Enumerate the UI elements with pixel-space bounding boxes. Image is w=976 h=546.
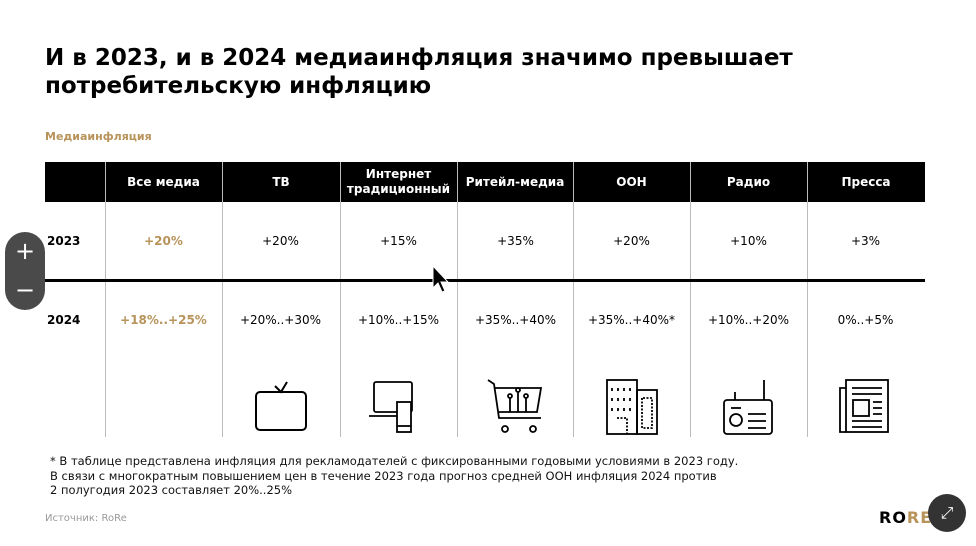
laptop-phone-icon	[340, 378, 457, 436]
table-cell: +18%..+25%	[120, 313, 207, 327]
table-cell: +35%..+40%*	[587, 313, 676, 327]
table-cell: +3%	[850, 234, 881, 248]
footnote-line: В связи с многократным повышением цен в …	[50, 468, 717, 483]
newspaper-icon	[807, 378, 924, 436]
fullscreen-button[interactable]: ⤢	[928, 494, 966, 532]
col-header: Все медиа	[127, 174, 200, 189]
table-cell: +10%	[730, 234, 767, 248]
table-cell: +10%..+20%	[707, 313, 790, 327]
table-cell: +10%..+15%	[357, 313, 440, 327]
source-text: Источник: RoRe	[45, 513, 127, 524]
col-header: ООН	[616, 174, 647, 189]
footnote-line: * В таблице представлена инфляция для ре…	[50, 454, 739, 468]
row-year: 2024	[47, 313, 81, 327]
col-header: ТВ	[272, 174, 290, 189]
rore-logo: RORE	[879, 508, 932, 527]
expand-icon: ⤢	[940, 503, 954, 522]
col-header: Пресса	[841, 174, 891, 189]
divider	[340, 162, 341, 437]
divider	[573, 162, 574, 437]
divider	[690, 162, 691, 437]
divider	[105, 162, 106, 437]
section-subtitle: Медиаинфляция	[45, 130, 152, 143]
table-cell: +15%	[380, 234, 417, 248]
tv-icon	[222, 378, 339, 436]
col-header: Радио	[726, 174, 771, 189]
logo-part: RE	[906, 508, 933, 527]
shopping-cart-icon	[457, 378, 574, 436]
radio-icon	[690, 378, 807, 436]
col-header: Ритейл-медиа	[465, 174, 565, 189]
table-cell: +20%	[144, 234, 183, 248]
divider	[457, 162, 458, 437]
row-year: 2023	[47, 234, 81, 248]
row-divider	[45, 279, 925, 282]
table-cell: +20%	[613, 234, 650, 248]
zoom-out-button[interactable]: −	[14, 276, 36, 304]
table-cell: 0%..+5%	[837, 313, 894, 327]
table-cell: +35%	[497, 234, 534, 248]
footnote-line: 2 полугодия 2023 составляет 20%..25%	[50, 483, 293, 497]
footnote: * В таблице представлена инфляция для ре…	[50, 454, 738, 498]
table-cell: +20%..+30%	[239, 313, 322, 327]
zoom-in-button[interactable]: +	[14, 237, 36, 265]
divider	[222, 162, 223, 437]
logo-part: RO	[879, 508, 907, 527]
table-cell: +35%..+40%	[474, 313, 557, 327]
table-cell: +20%	[262, 234, 299, 248]
building-icon	[573, 378, 690, 436]
divider	[807, 162, 808, 437]
zoom-control: + −	[5, 232, 45, 310]
table-header	[45, 162, 925, 202]
slide-title: И в 2023, и в 2024 медиаинфляция значимо…	[45, 45, 793, 99]
mouse-cursor-icon	[432, 265, 450, 293]
col-header: Интернет традиционный	[346, 167, 451, 196]
